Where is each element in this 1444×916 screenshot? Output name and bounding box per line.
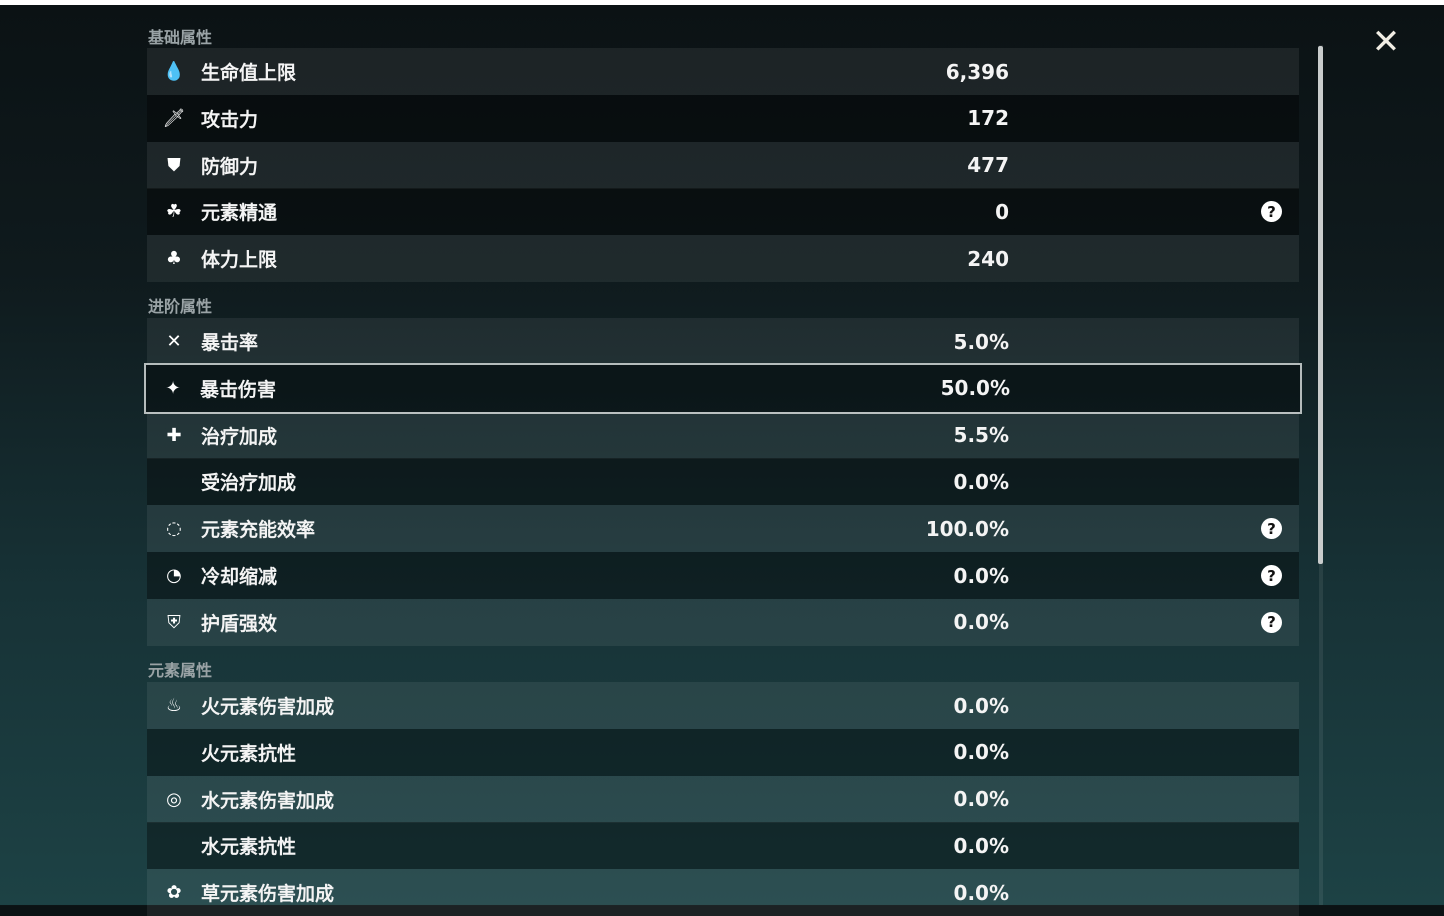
attribute-value: 240 [967, 246, 1009, 271]
attribute-row[interactable]: ◔ 冷却缩减 0.0%? [147, 552, 1299, 599]
hydro-icon: ◎ [166, 788, 182, 810]
attribute-value: 0.0% [953, 787, 1009, 812]
help-icon[interactable]: ? [1261, 518, 1282, 540]
attribute-row[interactable]: ✦ 暴击伤害 50.0% [144, 362, 1302, 414]
attribute-row[interactable]: ⛊ 防御力 477 [147, 141, 1299, 189]
attribute-row[interactable]: ✚ 治疗加成 5.5% [147, 411, 1299, 459]
attribute-row[interactable]: ✿ 草元素伤害加成 0.0% [147, 869, 1299, 916]
attribute-value: 0.0% [953, 880, 1009, 905]
attribute-row[interactable]: ♨ 火元素伤害加成 0.0% [147, 682, 1299, 729]
attribute-row[interactable]: ♣ 体力上限 240 [147, 235, 1299, 283]
attribute-row[interactable]: ◎ 水元素伤害加成 0.0% [147, 775, 1299, 823]
dendro-icon: ✿ [166, 882, 182, 904]
help-icon[interactable]: ? [1261, 201, 1282, 223]
attribute-label: 生命值上限 [201, 62, 297, 84]
attribute-row[interactable]: 💧 生命值上限 6,396 [147, 48, 1299, 95]
crit-dmg-icon: ✦ [165, 377, 181, 399]
attribute-label: 护盾强效 [201, 612, 278, 635]
section-header: 基础属性 [148, 28, 213, 47]
attribute-label: 草元素伤害加成 [201, 883, 335, 906]
section-header: 元素属性 [148, 661, 213, 680]
attribute-label: 治疗加成 [201, 425, 278, 448]
elemental-mastery-icon: ☘ [165, 201, 183, 223]
attribute-row[interactable]: ⛨ 护盾强效 0.0%? [147, 598, 1299, 646]
attribute-label: 水元素伤害加成 [201, 789, 335, 812]
section-header: 进阶属性 [148, 297, 213, 316]
attribute-label: 火元素抗性 [201, 742, 297, 765]
attribute-label: 元素充能效率 [201, 519, 316, 542]
attribute-row[interactable]: ✕ 暴击率 5.0% [147, 318, 1299, 365]
attribute-label: 防御力 [201, 155, 259, 178]
help-icon[interactable]: ? [1261, 611, 1282, 633]
attribute-value: 0.0% [953, 693, 1009, 718]
attribute-label: 暴击率 [201, 332, 259, 354]
shield-icon: ⛊ [167, 154, 181, 176]
attribute-value: 172 [967, 106, 1009, 131]
attribute-row[interactable]: 受治疗加成 0.0% [147, 458, 1299, 506]
attribute-label: 水元素抗性 [201, 836, 297, 859]
attribute-value: 0 [995, 199, 1009, 224]
attribute-value: 0.0% [953, 610, 1009, 635]
attribute-value: 0.0% [953, 469, 1009, 494]
attribute-value: 6,396 [945, 59, 1009, 84]
attribute-value: 0.0% [953, 833, 1009, 858]
attribute-label: 受治疗加成 [201, 472, 297, 495]
attribute-label: 元素精通 [201, 202, 278, 225]
attribute-row[interactable]: 🗡 攻击力 172 [147, 94, 1299, 142]
window-top-edge [0, 0, 1444, 5]
attribute-label: 火元素伤害加成 [201, 696, 335, 718]
attribute-value: 5.5% [953, 423, 1009, 448]
pyro-icon: ♨ [165, 695, 183, 716]
attribute-value: 5.0% [953, 329, 1009, 354]
shield-strength-icon: ⛨ [167, 611, 181, 633]
attribute-label: 体力上限 [201, 249, 278, 272]
hp-drop-icon: 💧 [162, 61, 186, 82]
attribute-row[interactable]: ☘ 元素精通 0? [147, 188, 1299, 236]
attribute-label: 冷却缩减 [201, 566, 278, 588]
healing-icon: ✚ [166, 424, 182, 446]
energy-recharge-icon: ◌ [166, 518, 182, 540]
attribute-row[interactable]: 火元素抗性 0.0% [147, 728, 1299, 776]
attribute-value: 50.0% [940, 376, 1010, 401]
close-icon[interactable]: ✕ [1371, 22, 1401, 62]
sword-icon: 🗡 [162, 107, 186, 129]
attribute-label: 暴击伤害 [200, 378, 277, 401]
attribute-label: 攻击力 [201, 108, 259, 131]
attribute-value: 100.0% [925, 516, 1009, 541]
attribute-row[interactable]: ◌ 元素充能效率 100.0%? [147, 505, 1299, 553]
attribute-value: 0.0% [953, 740, 1009, 765]
attribute-value: 477 [967, 153, 1009, 178]
crit-rate-icon: ✕ [166, 331, 182, 352]
attribute-row[interactable]: 水元素抗性 0.0% [147, 822, 1299, 870]
stamina-icon: ♣ [165, 248, 183, 270]
cooldown-icon: ◔ [166, 565, 182, 586]
scrollbar-thumb[interactable] [1318, 46, 1323, 564]
help-icon[interactable]: ? [1261, 565, 1282, 586]
attribute-value: 0.0% [953, 563, 1009, 588]
